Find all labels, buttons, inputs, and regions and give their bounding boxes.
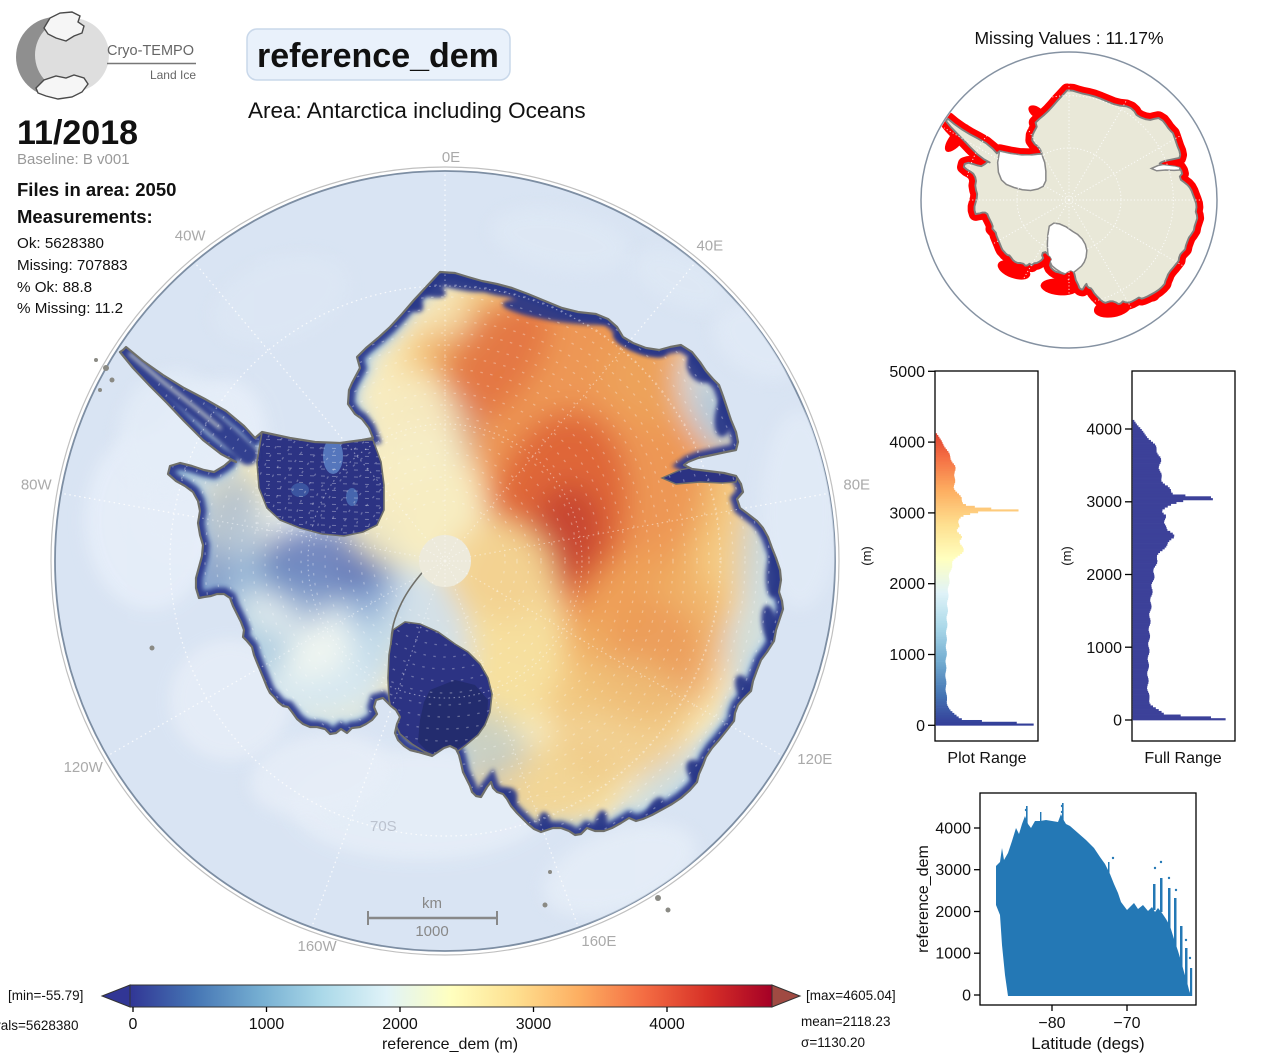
svg-text:mean=2118.23: mean=2118.23 [801,1014,890,1029]
svg-text:1000: 1000 [415,923,448,940]
svg-text:2000: 2000 [889,576,925,593]
svg-text:2000: 2000 [382,1016,418,1033]
svg-text:Plot Range: Plot Range [947,750,1026,767]
svg-text:1000: 1000 [935,946,971,963]
svg-text:% Missing: 11.2: % Missing: 11.2 [17,300,123,317]
svg-text:(m): (m) [859,546,874,566]
svg-text:4000: 4000 [889,435,925,452]
svg-text:Area: Antarctica including Oce: Area: Antarctica including Oceans [248,98,586,123]
svg-text:4000: 4000 [1086,422,1122,439]
svg-text:40E: 40E [696,237,723,254]
svg-text:Measurements:: Measurements: [17,206,153,227]
svg-text:70S: 70S [370,818,397,835]
svg-text:5000: 5000 [889,364,925,381]
svg-text:2000: 2000 [1086,567,1122,584]
svg-text:−80: −80 [1038,1015,1065,1032]
svg-text:0: 0 [1113,713,1122,730]
svg-text:3000: 3000 [1086,494,1122,511]
svg-text:[max=4605.04]: [max=4605.04] [806,988,896,1003]
svg-text:reference_dem: reference_dem [915,845,932,953]
svg-text:0: 0 [129,1016,138,1033]
svg-text:Files in area: 2050: Files in area: 2050 [17,179,176,200]
svg-text:km: km [422,895,442,912]
svg-text:2000: 2000 [935,904,971,921]
svg-text:Ok: 5628380: Ok: 5628380 [17,235,104,252]
svg-text:Baseline: B v001: Baseline: B v001 [17,151,130,168]
svg-text:160W: 160W [297,938,337,955]
svg-text:Cryo-TEMPO: Cryo-TEMPO [107,43,194,59]
svg-text:0: 0 [916,718,925,735]
svg-text:1000: 1000 [889,647,925,664]
svg-text:3000: 3000 [889,505,925,522]
svg-text:1000: 1000 [1086,640,1122,657]
svg-text:% Ok: 88.8: % Ok: 88.8 [17,279,92,296]
svg-text:vals=5628380: vals=5628380 [0,1018,78,1033]
svg-text:1000: 1000 [249,1016,285,1033]
svg-text:[min=-55.79]: [min=-55.79] [8,988,83,1003]
svg-text:4000: 4000 [649,1016,685,1033]
svg-text:3000: 3000 [516,1016,552,1033]
svg-text:4000: 4000 [935,821,971,838]
svg-text:−70: −70 [1113,1015,1140,1032]
svg-text:reference_dem: reference_dem [257,37,499,75]
svg-text:Full Range: Full Range [1144,750,1221,767]
svg-text:σ=1130.20: σ=1130.20 [801,1035,865,1050]
svg-text:Missing Values : 11.17%: Missing Values : 11.17% [974,28,1163,48]
svg-text:Latitude (degs): Latitude (degs) [1031,1034,1144,1053]
svg-text:160E: 160E [581,933,616,950]
svg-text:reference_dem (m): reference_dem (m) [382,1036,518,1053]
svg-text:0E: 0E [442,149,460,166]
svg-text:(m): (m) [1059,546,1074,566]
svg-text:120E: 120E [797,751,832,768]
svg-text:Land Ice: Land Ice [150,68,196,82]
svg-text:120W: 120W [64,759,104,776]
svg-text:Missing: 707883: Missing: 707883 [17,257,128,274]
svg-text:11/2018: 11/2018 [17,114,138,152]
svg-text:3000: 3000 [935,862,971,879]
svg-text:0: 0 [962,988,971,1005]
svg-text:80W: 80W [21,476,53,493]
svg-text:80E: 80E [843,476,870,493]
svg-text:40W: 40W [175,227,207,244]
